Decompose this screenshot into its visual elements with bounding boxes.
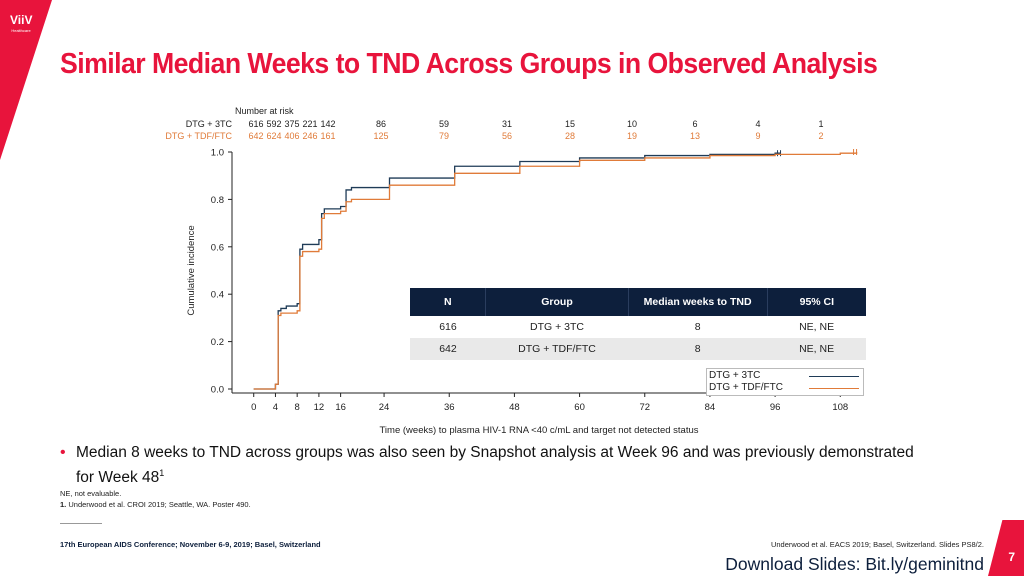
x-tick-label: 8 bbox=[295, 402, 300, 413]
corner-accent bbox=[0, 0, 52, 160]
risk-value: 79 bbox=[439, 131, 449, 141]
table-row: 642 DTG + TDF/FTC 8 NE, NE bbox=[410, 338, 866, 360]
risk-value: 406 bbox=[284, 131, 299, 141]
risk-value: 125 bbox=[373, 131, 388, 141]
logo-text: ViiV bbox=[10, 13, 33, 27]
cell-ci: NE, NE bbox=[767, 338, 866, 360]
bullet-text: Median 8 weeks to TND across groups was … bbox=[76, 444, 914, 487]
median-weeks-table: N Group Median weeks to TND 95% CI 616 D… bbox=[410, 288, 866, 360]
risk-value: 4 bbox=[755, 119, 760, 129]
median-table-header: N Group Median weeks to TND 95% CI bbox=[410, 288, 866, 316]
bullet-icon: • bbox=[60, 444, 66, 461]
risk-value: 9 bbox=[755, 131, 760, 141]
x-tick-label: 12 bbox=[314, 402, 325, 413]
risk-value: 56 bbox=[502, 131, 512, 141]
source-citation: Underwood et al. EACS 2019; Basel, Switz… bbox=[770, 540, 984, 549]
risk-value: 6 bbox=[692, 119, 697, 129]
risk-value: 1 bbox=[818, 119, 823, 129]
risk-value: 13 bbox=[690, 131, 700, 141]
x-tick-label: 84 bbox=[705, 402, 716, 413]
logo-subtext: Healthcare bbox=[11, 28, 31, 33]
y-tick-label: 1.0 bbox=[211, 148, 224, 159]
x-tick-label: 108 bbox=[832, 402, 848, 413]
viiv-logo: ViiV Healthcare bbox=[10, 14, 32, 33]
cell-median: 8 bbox=[628, 338, 768, 360]
x-tick-label: 48 bbox=[509, 402, 520, 413]
header-median: Median weeks to TND bbox=[628, 288, 768, 316]
header-group: Group bbox=[485, 288, 629, 316]
y-tick-label: 0.8 bbox=[211, 195, 224, 206]
risk-value: 616 bbox=[248, 119, 263, 129]
legend-label-dtg-3tc: DTG + 3TC bbox=[709, 370, 761, 381]
page-number: 7 bbox=[1008, 550, 1015, 564]
chart-legend: DTG + 3TC DTG + TDF/FTC bbox=[706, 368, 864, 396]
risk-value: 375 bbox=[284, 119, 299, 129]
risk-value: 31 bbox=[502, 119, 512, 129]
download-link[interactable]: Download Slides: Bit.ly/geminitnd bbox=[725, 554, 984, 574]
risk-value: 2 bbox=[818, 131, 823, 141]
risk-value: 86 bbox=[376, 119, 386, 129]
x-tick-label: 24 bbox=[379, 402, 390, 413]
header-n: N bbox=[410, 288, 487, 316]
y-tick-label: 0.6 bbox=[211, 242, 224, 253]
risk-table-title: Number at risk bbox=[235, 106, 294, 116]
risk-value: 642 bbox=[248, 131, 263, 141]
x-tick-label: 16 bbox=[335, 402, 346, 413]
header-ci: 95% CI bbox=[767, 288, 866, 316]
risk-value: 142 bbox=[320, 119, 335, 129]
legend-swatch-dtg-3tc bbox=[809, 376, 859, 377]
risk-value: 10 bbox=[627, 119, 637, 129]
legend-label-dtg-tdf-ftc: DTG + TDF/FTC bbox=[709, 382, 783, 393]
risk-row-label: DTG + TDF/FTC bbox=[165, 131, 232, 141]
cell-group: DTG + TDF/FTC bbox=[485, 338, 629, 360]
x-tick-label: 96 bbox=[770, 402, 781, 413]
y-tick-label: 0.2 bbox=[211, 337, 224, 348]
risk-value: 246 bbox=[302, 131, 317, 141]
legend-swatch-dtg-tdf-ftc bbox=[809, 388, 859, 389]
risk-row-label: DTG + 3TC bbox=[186, 119, 233, 129]
cell-group: DTG + 3TC bbox=[530, 321, 584, 333]
cell-n: 642 bbox=[410, 338, 486, 360]
series-line-dtg-tdf-ftc bbox=[253, 152, 858, 390]
chart-series bbox=[253, 149, 858, 390]
risk-value: 59 bbox=[439, 119, 449, 129]
risk-value: 592 bbox=[266, 119, 281, 129]
x-tick-label: 60 bbox=[574, 402, 585, 413]
x-axis-title: Time (weeks) to plasma HIV-1 RNA <40 c/m… bbox=[379, 425, 698, 436]
y-tick-label: 0.4 bbox=[211, 290, 224, 301]
x-tick-label: 72 bbox=[639, 402, 650, 413]
x-tick-label: 4 bbox=[273, 402, 278, 413]
table-row: 616 DTG + 3TC 8 NE, NE bbox=[410, 316, 866, 338]
cell-ci: NE, NE bbox=[799, 321, 835, 333]
y-axis-title: Cumulative incidence bbox=[186, 225, 197, 315]
risk-value: 15 bbox=[565, 119, 575, 129]
footer-divider bbox=[60, 523, 102, 524]
x-tick-label: 36 bbox=[444, 402, 455, 413]
risk-value: 161 bbox=[320, 131, 335, 141]
chart-axes: 0.00.20.40.60.81.00 4 8 12 16 24 36 48 60 72 84 96 1… bbox=[186, 148, 862, 436]
x-tick-label: 0 bbox=[251, 402, 256, 413]
key-finding-bullet: • Median 8 weeks to TND across groups wa… bbox=[60, 442, 920, 488]
risk-value: 19 bbox=[627, 131, 637, 141]
y-tick-label: 0.0 bbox=[211, 385, 224, 396]
risk-value: 624 bbox=[266, 131, 281, 141]
slide-title: Similar Median Weeks to TND Across Group… bbox=[60, 48, 878, 80]
abbreviation-note: NE, not evaluable. bbox=[60, 489, 122, 498]
cell-n: 616 bbox=[439, 321, 457, 333]
cell-median: 8 bbox=[694, 321, 701, 333]
conference-footer: 17th European AIDS Conference; November … bbox=[60, 540, 321, 549]
reference-note: 1. Underwood et al. CROI 2019; Seattle, … bbox=[60, 500, 251, 509]
risk-value: 221 bbox=[302, 119, 317, 129]
corner-accent-bottom bbox=[988, 520, 1024, 576]
risk-value: 28 bbox=[565, 131, 575, 141]
